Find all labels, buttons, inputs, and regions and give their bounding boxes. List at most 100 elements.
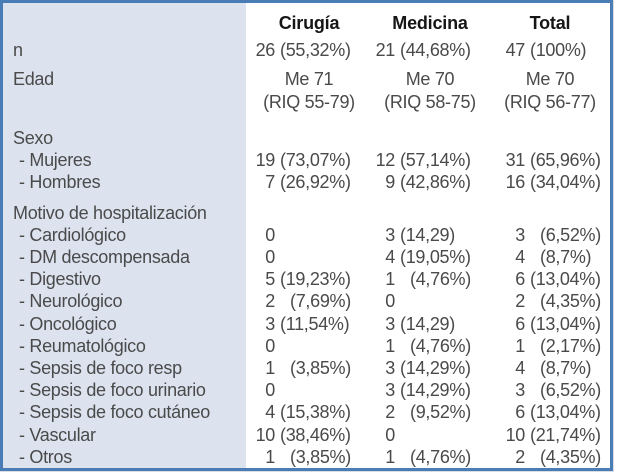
percentage-value: (34,04%) — [530, 172, 601, 193]
table-row-reumatologico: - Reumatológico 0 1 (4,76%) 1 (2,17%) — [3, 335, 610, 357]
percentage-value: (73,07%) — [280, 150, 351, 171]
table-content: Cirugía Medicina Total n 26 (55,32%) 21 (44,… — [3, 3, 610, 468]
percentage-value: (7,69%) — [290, 291, 351, 312]
comparison-table: Cirugía Medicina Total n 26 (55,32%) 21 (44,… — [0, 0, 614, 472]
iqr-value: (RIQ 55-79) — [263, 92, 355, 112]
row-label: - Reumatológico — [19, 335, 146, 356]
table-row-motivo-de-hospitalizacion: Motivo de hospitalización — [3, 202, 610, 224]
value-cell: 26 (55,32%) — [249, 39, 369, 61]
row-label: Edad — [13, 69, 54, 89]
row-label: - Hombres — [19, 172, 101, 193]
percentage-value: (8,7%) — [540, 247, 592, 268]
count-value: 3 — [385, 313, 395, 334]
count-value: 5 — [265, 269, 275, 290]
count-value: 1 — [385, 269, 395, 290]
value-cell: 4 (19,05%) — [369, 246, 491, 268]
count-value: 1 — [385, 335, 395, 356]
count-value: 0 — [265, 224, 275, 245]
value-cell: 3 (14,29) — [369, 313, 491, 335]
count-value: 3 — [515, 224, 525, 245]
count-value: 6 — [515, 313, 525, 334]
value-cell: 3 (14,29%) — [369, 357, 491, 379]
percentage-value: (19,23%) — [280, 269, 351, 290]
value-cell: 3 (14,29) — [369, 224, 491, 246]
percentage-value: (19,05%) — [400, 247, 471, 268]
percentage-value: (3,85%) — [290, 357, 351, 378]
count-value: 1 — [265, 446, 275, 467]
count-value: 3 — [515, 380, 525, 401]
count-value: 9 — [385, 172, 395, 193]
percentage-value: (4,76%) — [410, 446, 471, 467]
row-label: - Sepsis de foco cutáneo — [19, 402, 210, 423]
percentage-value: (14,29%) — [400, 357, 471, 378]
value-cell: 2 (7,69%) — [249, 290, 369, 312]
row-label: - Oncológico — [19, 313, 117, 334]
count-value: 0 — [385, 424, 395, 445]
iqr-value: (RIQ 58-75) — [384, 92, 476, 112]
table-row-hombres: - Hombres 7 (26,92%) 9 (42,86%) 16 (34,04%) — [3, 171, 610, 193]
value-cell: 3 (6,52%) — [491, 379, 609, 401]
value-cell: 4 (8,7%) — [491, 246, 609, 268]
count-value: 4 — [515, 247, 525, 268]
count-value: 0 — [385, 291, 395, 312]
percentage-value: (9,52%) — [410, 402, 471, 423]
table-row-otros: - Otros 1 (3,85%) 1 (4,76%) 2 (4,35%) — [3, 446, 610, 468]
table-row-sepsis-de-foco-resp: - Sepsis de foco resp 1 (3,85%) 3 (14,29%) 4 (… — [3, 357, 610, 379]
row-label: Motivo de hospitalización — [13, 202, 207, 223]
count-value: 1 — [515, 335, 525, 356]
row-label: n — [13, 40, 23, 60]
percentage-value: (4,76%) — [410, 335, 471, 356]
count-value: 0 — [265, 247, 275, 268]
percentage-value: (13,04%) — [530, 313, 601, 334]
value-cell: 2 (9,52%) — [369, 401, 491, 423]
count-value: 2 — [515, 291, 525, 312]
row-label: - Sepsis de foco urinario — [19, 380, 206, 401]
count-value: 2 — [515, 446, 525, 467]
value-cell: 1 (4,76%) — [369, 335, 491, 357]
count-value: 4 — [515, 357, 525, 378]
row-label: - Neurológico — [19, 291, 123, 312]
value-cell: 10 (38,46%) — [249, 424, 369, 446]
count-value: 31 — [505, 150, 526, 171]
value-cell: 3 (11,54%) — [249, 313, 369, 335]
count-value: 19 — [255, 150, 276, 171]
value-cell: 1 (4,76%) — [369, 446, 491, 468]
percentage-value: (44,68%) — [400, 40, 471, 60]
count-value: 1 — [385, 446, 395, 467]
row-label: - Vascular — [19, 424, 96, 445]
column-header-cirugia: Cirugía — [278, 12, 340, 33]
count-value: 2 — [265, 291, 275, 312]
percentage-value: (8,7%) — [540, 357, 592, 378]
value-cell: 1 (3,85%) — [249, 446, 369, 468]
value-cell: 6 (13,04%) — [491, 268, 609, 290]
count-value: 10 — [505, 424, 526, 445]
value-cell: Me 70 (RIQ 56-77) — [491, 68, 609, 114]
table-row-sepsis-de-foco-urinario: - Sepsis de foco urinario 0 3 (14,29%) 3 (6,5… — [3, 379, 610, 401]
table-rows: n 26 (55,32%) 21 (44,68%) 47 (100%) Edad Me 71 (R… — [3, 37, 610, 468]
count-value: 0 — [265, 335, 275, 356]
count-value: 3 — [385, 380, 395, 401]
value-cell: 16 (34,04%) — [491, 171, 609, 193]
value-cell: 1 (2,17%) — [491, 335, 609, 357]
value-cell: 47 (100%) — [491, 39, 609, 61]
value-cell: 0 — [249, 246, 369, 268]
table-row-neurologico: - Neurológico 2 (7,69%) 0 2 (4,35%) — [3, 290, 610, 312]
median-value: Me 70 — [405, 69, 455, 89]
label-column-panel — [3, 3, 246, 468]
percentage-value: (38,46%) — [280, 424, 351, 445]
iqr-value: (RIQ 56-77) — [504, 92, 596, 112]
row-label: - Digestivo — [19, 269, 101, 290]
value-cell: 0 — [249, 224, 369, 246]
percentage-value: (14,29) — [400, 224, 455, 245]
median-value: Me 71 — [284, 69, 334, 89]
median-value: Me 70 — [525, 69, 575, 89]
column-header-total: Total — [529, 12, 571, 33]
percentage-value: (13,04%) — [530, 269, 601, 290]
value-cell: 6 (13,04%) — [491, 313, 609, 335]
table-row-dm-descompensada: - DM descompensada 0 4 (19,05%) 4 (8,7%) — [3, 246, 610, 268]
value-cell: 1 (3,85%) — [249, 357, 369, 379]
row-label: - Mujeres — [19, 150, 92, 171]
percentage-value: (55,32%) — [280, 40, 351, 60]
value-cell: Me 71 (RIQ 55-79) — [249, 68, 369, 114]
value-cell: 9 (42,86%) — [369, 171, 491, 193]
